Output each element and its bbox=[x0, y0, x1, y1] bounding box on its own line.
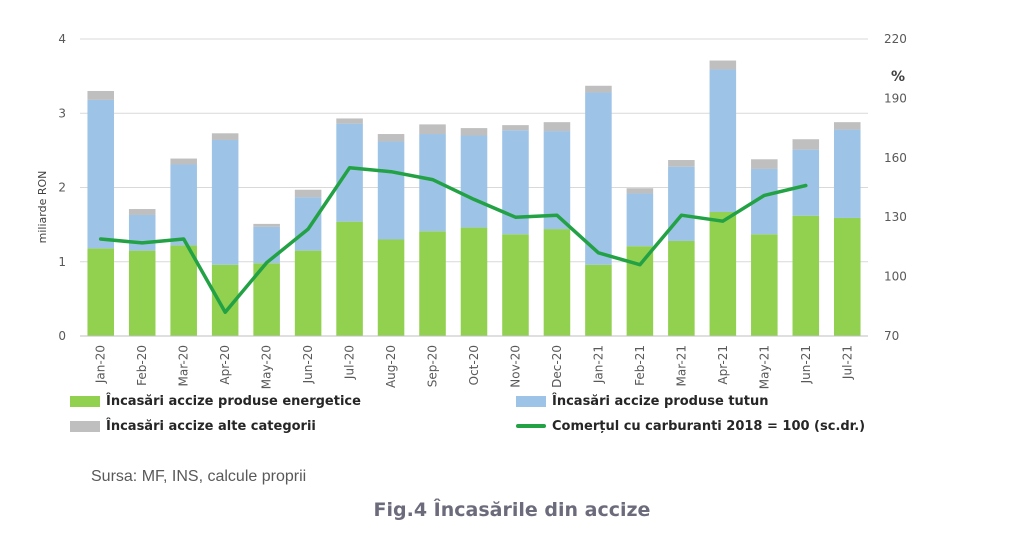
y-axis-right-title: % bbox=[891, 69, 905, 85]
x-tick-label: Dec-20 bbox=[550, 345, 564, 388]
bar-alte bbox=[543, 122, 571, 132]
bar-alte bbox=[336, 118, 363, 124]
bar-tutun bbox=[460, 135, 488, 228]
bar-alte bbox=[460, 128, 488, 136]
x-tick-label: Feb-20 bbox=[135, 345, 149, 386]
source-note: Sursa: MF, INS, calcule proprii bbox=[91, 468, 307, 485]
bar-alte bbox=[377, 134, 405, 142]
y-right-tick-label: 70 bbox=[884, 329, 899, 343]
bar-energetice bbox=[833, 217, 861, 336]
x-tick-label: Jan-21 bbox=[591, 345, 605, 384]
x-tick-label: Mar-21 bbox=[674, 345, 688, 386]
bar-energetice bbox=[128, 250, 156, 336]
x-tick-label: Oct-20 bbox=[467, 345, 481, 385]
bar-alte bbox=[170, 158, 197, 165]
y-left-tick-label: 2 bbox=[58, 181, 66, 195]
bar-energetice bbox=[543, 229, 571, 336]
x-tick-label: Sep-20 bbox=[426, 345, 440, 387]
bar-tutun bbox=[87, 99, 115, 249]
bar-alte bbox=[253, 223, 280, 227]
bar-energetice bbox=[336, 221, 363, 336]
bar-alte bbox=[626, 188, 654, 194]
y-right-tick-label: 100 bbox=[884, 270, 907, 284]
bar-tutun bbox=[792, 149, 820, 216]
bar-tutun bbox=[294, 197, 322, 251]
x-tick-label: Feb-21 bbox=[633, 345, 647, 386]
bar-energetice bbox=[585, 264, 612, 336]
y-left-tick-label: 0 bbox=[58, 329, 66, 343]
y-right-tick-label: 190 bbox=[884, 91, 907, 105]
x-tick-label: Apr-20 bbox=[218, 345, 232, 385]
line-carburanti bbox=[98, 165, 808, 314]
bar-tutun bbox=[128, 214, 156, 251]
y-axis-left-title: miliarde RON bbox=[36, 171, 49, 244]
y-left-tick-label: 3 bbox=[58, 106, 66, 120]
bar-alte bbox=[668, 160, 695, 167]
bar-energetice bbox=[751, 234, 778, 336]
bar-tutun bbox=[377, 141, 405, 240]
x-tick-label: Jun-20 bbox=[301, 345, 315, 384]
bar-alte bbox=[419, 124, 446, 135]
x-tick-label: Aug-20 bbox=[384, 345, 398, 388]
bar-alte bbox=[585, 85, 612, 93]
y-right-tick-label: 130 bbox=[884, 210, 907, 224]
bar-energetice bbox=[709, 212, 737, 336]
x-tick-label: Jul-21 bbox=[840, 345, 854, 380]
x-tick-label: Jun-21 bbox=[799, 345, 813, 384]
x-tick-label: Jan-20 bbox=[94, 345, 108, 384]
bar-alte bbox=[792, 139, 820, 150]
x-tick-label: May-21 bbox=[757, 345, 771, 389]
bar-tutun bbox=[709, 69, 737, 213]
bar-alte bbox=[709, 60, 737, 70]
bar-alte bbox=[502, 125, 529, 131]
bar-energetice bbox=[419, 231, 446, 336]
bar-alte bbox=[87, 90, 115, 100]
bar-alte bbox=[751, 159, 778, 169]
bar-energetice bbox=[294, 250, 322, 336]
bar-alte bbox=[211, 133, 239, 140]
x-tick-label: Mar-20 bbox=[177, 345, 191, 386]
y-left-tick-label: 1 bbox=[58, 255, 66, 269]
bar-tutun bbox=[170, 164, 197, 246]
bar-tutun bbox=[211, 139, 239, 265]
x-tick-label: Apr-21 bbox=[716, 345, 730, 385]
x-tick-label: Jul-20 bbox=[343, 345, 357, 380]
fuel-trade-line bbox=[98, 165, 808, 314]
bar-tutun bbox=[626, 193, 654, 247]
bar-energetice bbox=[792, 215, 820, 336]
bar-alte bbox=[294, 189, 322, 198]
excise-revenue-chart: 0 1 2 3 4 70 100 130 160 190 220 Jan-20 Feb-20 Mar-20… bbox=[36, 32, 907, 389]
y-right-tick-label: 220 bbox=[884, 32, 907, 46]
bar-stacks bbox=[87, 60, 861, 336]
bar-energetice bbox=[87, 248, 115, 336]
bar-tutun bbox=[668, 166, 695, 241]
bar-energetice bbox=[668, 240, 695, 336]
figure-caption: Fig.4 Încasările din accize bbox=[373, 499, 651, 521]
bar-tutun bbox=[833, 129, 861, 218]
bar-energetice bbox=[502, 234, 529, 336]
bar-alte bbox=[128, 209, 156, 215]
bar-energetice bbox=[170, 245, 197, 336]
bar-alte bbox=[833, 122, 861, 130]
y-right-tick-label: 160 bbox=[884, 151, 907, 165]
axes: 0 1 2 3 4 70 100 130 160 190 220 Jan-20 Feb-20 Mar-20… bbox=[58, 32, 907, 389]
bar-energetice bbox=[460, 227, 488, 336]
bar-tutun bbox=[585, 92, 612, 265]
bar-tutun bbox=[253, 226, 280, 264]
x-tick-label: Nov-20 bbox=[508, 345, 522, 388]
y-left-tick-label: 4 bbox=[58, 32, 66, 46]
x-tick-label: May-20 bbox=[260, 345, 274, 389]
bar-energetice bbox=[626, 246, 654, 336]
bar-tutun bbox=[543, 131, 571, 230]
bar-tutun bbox=[336, 123, 363, 222]
bar-energetice bbox=[377, 239, 405, 336]
